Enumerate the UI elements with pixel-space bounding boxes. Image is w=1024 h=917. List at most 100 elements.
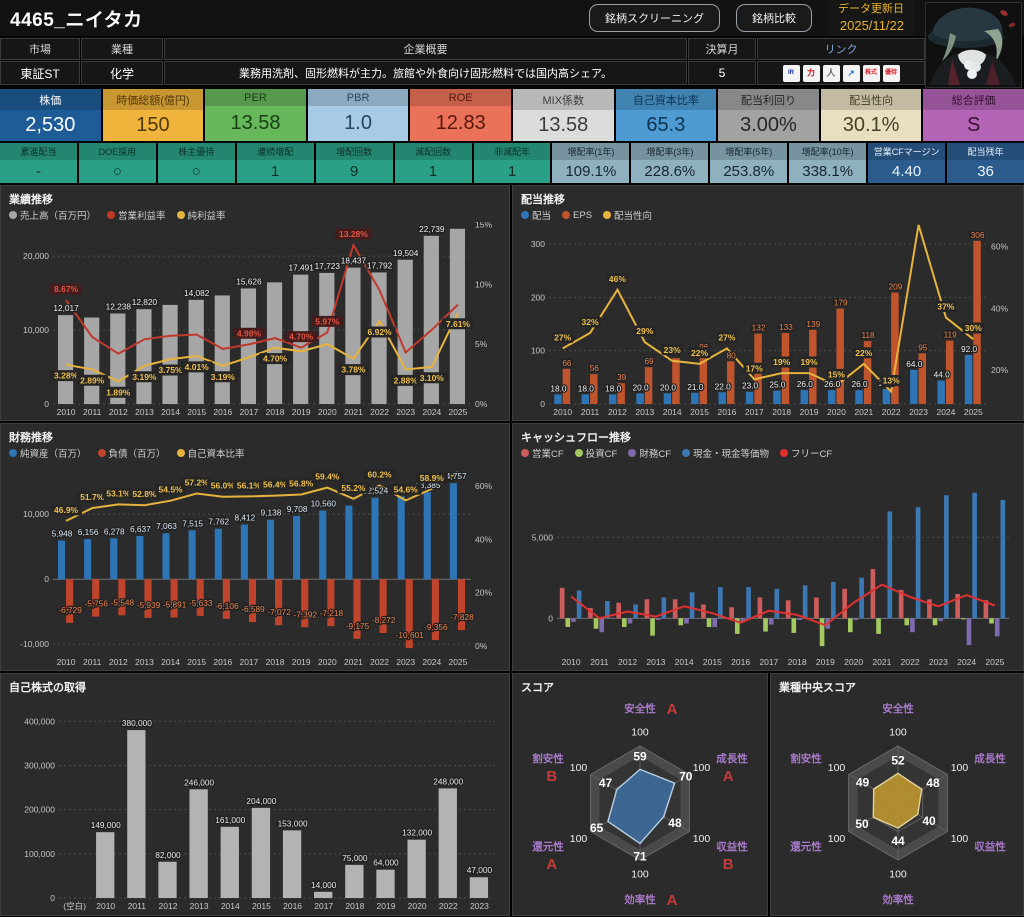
- svg-text:57.2%: 57.2%: [185, 477, 210, 487]
- svg-text:-9,175: -9,175: [346, 621, 370, 631]
- svg-text:4.98%: 4.98%: [237, 328, 262, 338]
- svg-text:64.0: 64.0: [906, 359, 923, 369]
- metric-secondary-card-3: 連続増配 1: [236, 143, 314, 183]
- performance-chart: 0 10,000 20,000 0% 5% 10% 15% 2010 2011 2012 2013 2…: [7, 222, 503, 418]
- svg-text:40: 40: [922, 814, 936, 828]
- svg-text:-7,828: -7,828: [450, 612, 474, 622]
- svg-text:80: 80: [727, 350, 737, 360]
- metric-secondary-card-2: 株主優待 ○: [157, 143, 235, 183]
- svg-text:4.01%: 4.01%: [185, 362, 210, 372]
- svg-text:2022: 2022: [370, 657, 389, 667]
- svg-text:100: 100: [631, 869, 649, 881]
- svg-text:2018: 2018: [345, 901, 364, 911]
- svg-text:25.0: 25.0: [769, 380, 786, 390]
- svg-text:17,792: 17,792: [367, 260, 393, 270]
- svg-text:A: A: [546, 856, 557, 873]
- legend-item: 純資産（百万）: [9, 446, 87, 460]
- svg-text:306: 306: [971, 230, 985, 240]
- stock-chart-link-icon[interactable]: ↗: [842, 64, 860, 82]
- svg-text:118: 118: [861, 330, 875, 340]
- svg-text:2014: 2014: [675, 657, 694, 667]
- svg-text:2011: 2011: [128, 901, 147, 911]
- svg-text:22,739: 22,739: [419, 224, 445, 234]
- legend-item: 営業利益率: [107, 208, 166, 222]
- svg-text:55.2%: 55.2%: [341, 483, 366, 493]
- svg-text:100: 100: [889, 727, 907, 739]
- kabutan-link-icon[interactable]: カ: [802, 64, 820, 82]
- svg-text:75,000: 75,000: [342, 853, 368, 863]
- metric-label: PBR: [307, 89, 409, 106]
- svg-text:56.4%: 56.4%: [263, 480, 288, 490]
- metric-label: 配当残年: [947, 143, 1024, 160]
- metric-primary-card-2: PER 13.58: [205, 89, 306, 141]
- svg-text:2010: 2010: [57, 407, 76, 417]
- metric-value: 338.1%: [802, 163, 854, 180]
- metric-label: 総合評価: [923, 89, 1024, 110]
- legend-dot-icon: [9, 449, 17, 457]
- svg-text:69: 69: [644, 356, 654, 366]
- svg-text:400,000: 400,000: [24, 716, 55, 726]
- svg-text:100: 100: [951, 762, 969, 774]
- svg-text:7.61%: 7.61%: [446, 319, 471, 329]
- svg-text:0%: 0%: [475, 641, 488, 651]
- svg-text:2018: 2018: [266, 657, 285, 667]
- metric-secondary-card-11: 営業CFマージン 4.40: [868, 143, 946, 183]
- svg-text:-5,548: -5,548: [111, 597, 135, 607]
- svg-text:7,762: 7,762: [208, 517, 229, 527]
- svg-text:2018: 2018: [266, 407, 285, 417]
- metric-value: 4.40: [892, 163, 922, 180]
- link-icons: IR カ人 ↗ 株式 優待: [757, 61, 925, 85]
- fiscal-month-value: 5: [688, 61, 756, 85]
- svg-text:2013: 2013: [646, 657, 665, 667]
- avatar-image: [925, 2, 1022, 88]
- metric-value: 2,530: [25, 114, 76, 136]
- svg-text:5,000: 5,000: [532, 532, 554, 542]
- svg-text:2022: 2022: [882, 407, 901, 417]
- minkabu-link-icon[interactable]: 株式: [862, 64, 880, 82]
- svg-text:8,412: 8,412: [235, 512, 256, 522]
- svg-text:3.75%: 3.75%: [159, 365, 184, 375]
- svg-text:6,156: 6,156: [78, 527, 99, 537]
- metric-primary-card-1: 時価総額(億円) 150: [102, 89, 204, 141]
- metric-label: 株主優待: [157, 143, 235, 160]
- svg-text:60%: 60%: [475, 481, 492, 491]
- performance-chart-panel: 業績推移 売上高（百万円） 営業利益率 純利益率 0 10,000 20,000 0% 5%…: [0, 185, 510, 421]
- svg-text:10%: 10%: [475, 279, 492, 289]
- metric-primary-card-8: 配当性向 30.1%: [820, 89, 922, 141]
- profile-link-icon[interactable]: 人: [822, 64, 840, 82]
- svg-text:3.10%: 3.10%: [420, 373, 445, 383]
- legend-item: 負債（百万）: [97, 446, 166, 460]
- metric-label: 自己資本比率: [615, 89, 717, 110]
- svg-text:2019: 2019: [377, 901, 396, 911]
- svg-text:2023: 2023: [909, 407, 928, 417]
- svg-text:23.0: 23.0: [742, 381, 759, 391]
- svg-text:2021: 2021: [872, 657, 891, 667]
- metric-value: 65.3: [646, 114, 686, 136]
- metric-secondary-card-7: 増配率(1年) 109.1%: [552, 143, 630, 183]
- svg-text:2012: 2012: [109, 657, 128, 667]
- compare-button[interactable]: 銘柄比較: [736, 4, 812, 32]
- svg-text:2016: 2016: [283, 901, 302, 911]
- treasury-chart: 0 100,000 200,000 300,000 400,000 (空白) 2010 201…: [7, 696, 503, 912]
- metric-value: 36: [977, 163, 994, 180]
- svg-text:2023: 2023: [396, 407, 415, 417]
- svg-text:70: 70: [679, 770, 693, 784]
- overview-value: 業務用洗剤、固形燃料が主力。旅館や外食向け固形燃料では国内高シェア。: [164, 61, 687, 85]
- legend-item: 配当: [521, 208, 551, 222]
- screening-button[interactable]: 銘柄スクリーニング: [589, 4, 720, 32]
- ir-bank-link-icon[interactable]: IR: [782, 64, 800, 82]
- svg-text:2017: 2017: [314, 901, 333, 911]
- svg-text:47,000: 47,000: [467, 865, 493, 875]
- metric-value: 253.8%: [723, 163, 775, 180]
- svg-text:22.0: 22.0: [715, 381, 732, 391]
- metric-value: 3.00%: [740, 114, 797, 136]
- yutai-link-icon[interactable]: 優待: [882, 64, 900, 82]
- svg-text:60.2%: 60.2%: [368, 469, 393, 479]
- financial-chart-panel: 財務推移 純資産（百万） 負債（百万） 自己資本比率 10,000 0 -10,000 0…: [0, 423, 510, 671]
- svg-text:B: B: [723, 856, 734, 873]
- svg-text:-10,000: -10,000: [20, 639, 49, 649]
- svg-text:2014: 2014: [663, 407, 682, 417]
- svg-text:2015: 2015: [703, 657, 722, 667]
- svg-text:-8,272: -8,272: [372, 615, 396, 625]
- metric-value: 150: [136, 114, 170, 136]
